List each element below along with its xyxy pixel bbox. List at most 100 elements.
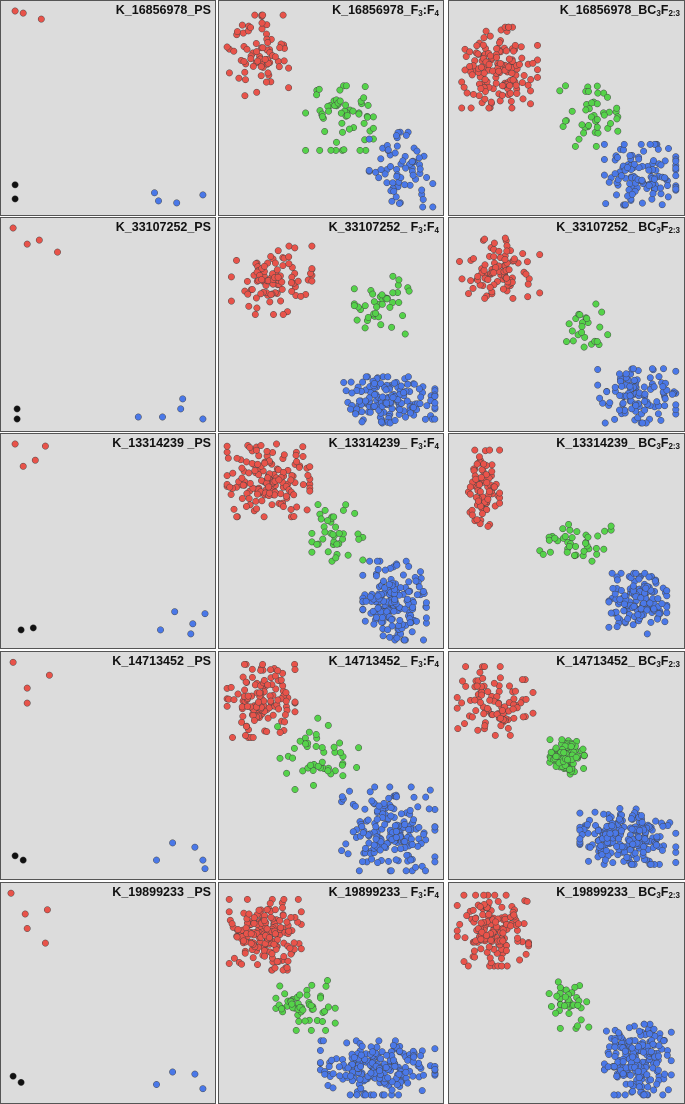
scatter-point-blue xyxy=(654,145,662,153)
scatter-point-blue xyxy=(600,140,608,148)
scatter-point-green xyxy=(319,535,327,543)
scatter-point-red xyxy=(23,684,31,692)
scatter-point-blue xyxy=(372,572,380,580)
scatter-point-blue xyxy=(608,569,616,577)
scatter-point-green xyxy=(552,1009,560,1017)
scatter-panel: K_16856978_F3:F4 xyxy=(218,0,444,216)
scatter-point-blue xyxy=(415,823,423,831)
scatter-point-blue xyxy=(346,787,353,795)
scatter-point-red xyxy=(486,283,494,291)
scatter-point-red xyxy=(277,676,285,684)
scatter-point-green xyxy=(339,506,347,514)
scatter-point-green xyxy=(592,544,600,552)
scatter-point-green xyxy=(593,123,601,131)
scatter-point-red xyxy=(11,440,19,448)
scatter-point-red xyxy=(454,725,462,733)
scatter-point-red xyxy=(291,698,299,706)
scatter-panel: K_16856978_PS xyxy=(0,0,216,216)
scatter-point-blue xyxy=(609,584,617,592)
scatter-point-blue xyxy=(406,806,414,814)
scatter-point-blue xyxy=(338,847,346,855)
scatter-point-red xyxy=(233,513,241,521)
scatter-point-blue xyxy=(379,632,387,640)
scatter-point-red xyxy=(517,43,525,51)
scatter-point-blue xyxy=(410,816,418,824)
scatter-point-red xyxy=(260,262,268,270)
scatter-point-blue xyxy=(335,1063,343,1071)
scatter-point-red xyxy=(23,925,31,932)
scatter-point-green xyxy=(313,540,321,548)
scatter-point-blue xyxy=(385,794,393,802)
scatter-point-red xyxy=(230,47,238,55)
scatter-point-blue xyxy=(631,1037,639,1045)
scatter-point-red xyxy=(510,911,518,919)
scatter-point-green xyxy=(593,550,601,558)
scatter-point-blue xyxy=(417,1052,425,1060)
scatter-point-blue xyxy=(605,598,613,606)
scatter-point-red xyxy=(472,707,480,715)
scatter-point-blue xyxy=(628,190,636,198)
scatter-point-red xyxy=(279,262,287,270)
scatter-point-blue xyxy=(635,155,643,163)
scatter-point-red xyxy=(265,489,273,497)
scatter-point-blue xyxy=(610,1063,618,1071)
scatter-point-blue xyxy=(608,822,616,830)
scatter-point-red xyxy=(498,82,506,90)
scatter-point-red xyxy=(477,63,485,71)
scatter-point-blue xyxy=(641,406,649,414)
scatter-point-green xyxy=(561,532,569,540)
scatter-point-green xyxy=(614,127,622,135)
scatter-point-blue xyxy=(366,788,374,796)
scatter-point-blue xyxy=(199,415,207,423)
scatter-point-red xyxy=(238,960,246,968)
scatter-point-blue xyxy=(645,182,653,189)
scatter-point-black xyxy=(19,856,27,864)
scatter-plot-area xyxy=(458,23,680,209)
scatter-point-red xyxy=(514,920,522,928)
scatter-point-red xyxy=(268,501,276,509)
scatter-point-blue xyxy=(375,174,383,182)
scatter-point-green xyxy=(343,112,351,119)
scatter-point-red xyxy=(485,943,493,951)
scatter-point-blue xyxy=(661,174,669,182)
scatter-point-blue xyxy=(385,580,393,588)
scatter-point-green xyxy=(324,977,331,984)
scatter-point-blue xyxy=(371,783,379,791)
scatter-point-red xyxy=(255,906,263,914)
scatter-point-blue xyxy=(635,1074,643,1081)
scatter-point-green xyxy=(303,991,311,999)
scatter-point-blue xyxy=(412,577,420,585)
scatter-point-green xyxy=(321,528,329,536)
scatter-point-green xyxy=(373,303,381,311)
scatter-point-blue xyxy=(663,603,671,611)
scatter-point-blue xyxy=(650,1086,658,1094)
scatter-point-blue xyxy=(338,793,346,801)
scatter-point-blue xyxy=(637,594,645,602)
scatter-point-red xyxy=(478,928,486,936)
scatter-point-red xyxy=(287,914,295,921)
scatter-point-blue xyxy=(638,818,646,826)
scatter-point-blue xyxy=(635,833,643,841)
scatter-point-red xyxy=(242,722,250,730)
scatter-point-red xyxy=(477,85,485,93)
scatter-point-red xyxy=(471,446,479,454)
scatter-point-red xyxy=(239,712,247,720)
scatter-point-blue xyxy=(652,841,660,849)
scatter-point-blue xyxy=(431,1045,439,1053)
scatter-point-red xyxy=(281,718,289,726)
scatter-point-blue xyxy=(596,394,604,402)
scatter-point-blue xyxy=(201,610,209,618)
scatter-point-red xyxy=(41,442,49,450)
scatter-point-blue xyxy=(604,1063,612,1071)
scatter-point-red xyxy=(461,720,468,728)
scatter-point-red xyxy=(510,714,518,722)
scatter-point-green xyxy=(312,731,320,738)
scatter-point-blue xyxy=(370,380,378,387)
scatter-point-blue xyxy=(378,1048,386,1056)
scatter-point-blue xyxy=(645,573,653,581)
scatter-point-green xyxy=(353,764,361,771)
scatter-point-red xyxy=(263,925,271,933)
scatter-point-blue xyxy=(659,822,667,830)
scatter-point-blue xyxy=(390,607,398,615)
scatter-point-red xyxy=(496,663,504,671)
